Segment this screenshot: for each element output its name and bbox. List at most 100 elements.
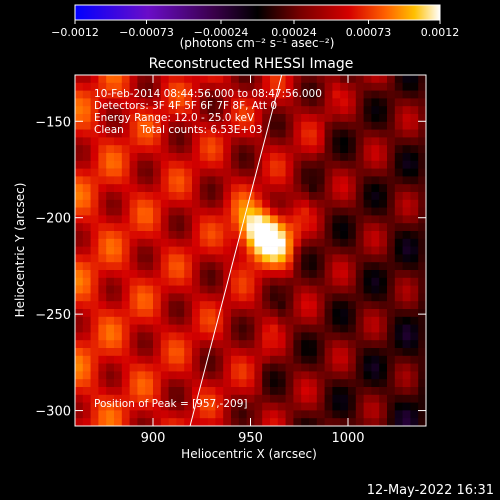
- heatmap-cell: [215, 262, 224, 271]
- heatmap-cell: [121, 309, 130, 318]
- heatmap-cell: [90, 418, 99, 426]
- heatmap-cell: [316, 348, 325, 357]
- heatmap-cell: [215, 75, 224, 84]
- heatmap-cell: [215, 153, 224, 162]
- heatmap-cell: [410, 82, 419, 91]
- heatmap-cell: [324, 387, 333, 396]
- heatmap-cell: [238, 285, 247, 294]
- heatmap-cell: [363, 246, 372, 255]
- heatmap-cell: [114, 371, 123, 380]
- heatmap-cell: [223, 75, 232, 84]
- heatmap-cell: [223, 129, 232, 138]
- heatmap-cell: [387, 402, 396, 411]
- heatmap-cell: [363, 309, 372, 318]
- y-tick-label: −250: [35, 308, 71, 323]
- heatmap-cell: [371, 379, 380, 388]
- heatmap-cell: [371, 153, 380, 162]
- heatmap-cell: [207, 121, 216, 130]
- heatmap-cell: [215, 363, 224, 372]
- heatmap-cell: [168, 121, 177, 130]
- heatmap-cell: [176, 371, 185, 380]
- heatmap-cell: [394, 348, 403, 357]
- heatmap-cell: [363, 316, 372, 325]
- heatmap-cell: [301, 394, 310, 403]
- heatmap-cell: [90, 98, 99, 107]
- heatmap-cell: [207, 277, 216, 286]
- heatmap-cell: [98, 160, 107, 169]
- heatmap-cell: [410, 418, 419, 426]
- heatmap-cell: [168, 137, 177, 146]
- heatmap-cell: [106, 363, 115, 372]
- heatmap-cell: [387, 387, 396, 396]
- heatmap-cell: [215, 285, 224, 294]
- heatmap-cell: [215, 121, 224, 130]
- heatmap-cell: [238, 277, 247, 286]
- heatmap-cell: [418, 231, 426, 240]
- heatmap-cell: [82, 238, 91, 247]
- heatmap-cell: [82, 410, 91, 419]
- heatmap-cell: [254, 348, 263, 357]
- heatmap-cell: [348, 160, 357, 169]
- heatmap-cell: [371, 410, 380, 419]
- heatmap-cell: [176, 145, 185, 154]
- heatmap-cell: [270, 90, 279, 99]
- heatmap-cell: [176, 379, 185, 388]
- heatmap-cell: [270, 371, 279, 380]
- heatmap-cell: [184, 332, 193, 341]
- heatmap-cell: [176, 207, 185, 216]
- heatmap-cell: [199, 114, 208, 123]
- heatmap-cell: [231, 98, 240, 107]
- heatmap-cell: [316, 293, 325, 302]
- heatmap-cell: [332, 270, 341, 279]
- heatmap-cell: [355, 145, 364, 154]
- heatmap-cell: [246, 82, 255, 91]
- heatmap-cell: [176, 418, 185, 426]
- heatmap-cell: [394, 355, 403, 364]
- heatmap-cell: [363, 160, 372, 169]
- heatmap-cell: [254, 238, 263, 247]
- heatmap-cell: [254, 402, 263, 411]
- heatmap-cell: [215, 394, 224, 403]
- heatmap-cell: [137, 293, 146, 302]
- heatmap-cell: [137, 270, 146, 279]
- heatmap-cell: [215, 277, 224, 286]
- heatmap-cell: [207, 199, 216, 208]
- heatmap-cell: [176, 238, 185, 247]
- heatmap-cell: [316, 270, 325, 279]
- heatmap-cell: [223, 371, 232, 380]
- heatmap-cell: [348, 332, 357, 341]
- heatmap-cell: [277, 293, 286, 302]
- heatmap-cell: [355, 231, 364, 240]
- heatmap-cell: [75, 340, 84, 349]
- heatmap-cell: [238, 254, 247, 263]
- heatmap-cell: [121, 301, 130, 310]
- heatmap-cell: [293, 114, 302, 123]
- heatmap-cell: [75, 301, 84, 310]
- heatmap-cell: [176, 309, 185, 318]
- heatmap-cell: [168, 114, 177, 123]
- heatmap-cell: [215, 402, 224, 411]
- heatmap-cell: [254, 394, 263, 403]
- heatmap-cell: [137, 231, 146, 240]
- heatmap-cell: [402, 270, 411, 279]
- heatmap-cell: [402, 285, 411, 294]
- heatmap-cell: [106, 192, 115, 201]
- heatmap-cell: [316, 145, 325, 154]
- heatmap-cell: [418, 270, 426, 279]
- heatmap-cell: [223, 363, 232, 372]
- heatmap-cell: [309, 192, 318, 201]
- heatmap-cell: [215, 379, 224, 388]
- heatmap-cell: [309, 277, 318, 286]
- heatmap-cell: [129, 90, 138, 99]
- heatmap-cell: [418, 75, 426, 84]
- heatmap-cell: [348, 363, 357, 372]
- heatmap-cell: [277, 270, 286, 279]
- heatmap-cell: [309, 332, 318, 341]
- heatmap-cell: [168, 270, 177, 279]
- heatmap-cell: [387, 192, 396, 201]
- heatmap-cell: [90, 301, 99, 310]
- heatmap-cell: [106, 285, 115, 294]
- heatmap-cell: [293, 371, 302, 380]
- heatmap-cell: [363, 410, 372, 419]
- heatmap-cell: [418, 379, 426, 388]
